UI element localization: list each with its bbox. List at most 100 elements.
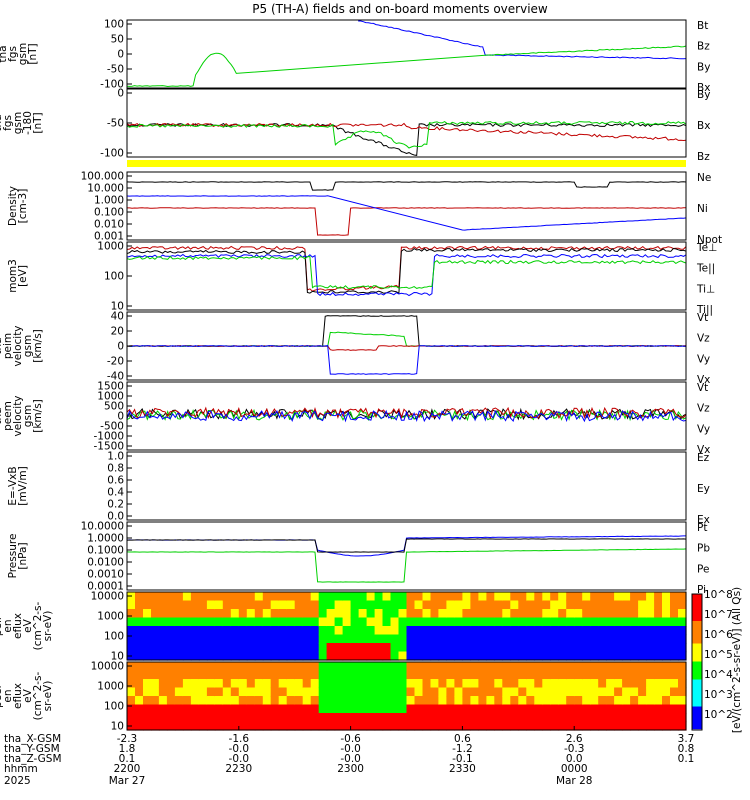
spectrogram-cell	[382, 670, 392, 680]
spectrogram-cell	[254, 687, 264, 697]
spectrogram-cell	[334, 721, 344, 731]
spectrogram-cell	[398, 704, 408, 714]
spectrogram-cell	[326, 670, 336, 680]
spectrogram-cell	[302, 670, 312, 680]
spectrogram-cell	[662, 626, 671, 636]
spectrogram-cell	[334, 600, 344, 610]
spectrogram-cell	[678, 721, 687, 731]
spectrogram-cell	[382, 687, 392, 697]
spectrogram-cell	[430, 721, 440, 731]
spectrogram-cell	[510, 651, 519, 661]
spectrogram-cell	[438, 643, 447, 653]
spectrogram-cell	[214, 609, 224, 619]
y-tick-label: 10	[111, 301, 124, 313]
spectrogram-cell	[406, 626, 416, 636]
spectrogram-cell	[446, 643, 455, 653]
spectrogram-cell	[494, 592, 503, 602]
spectrogram-cell	[310, 687, 320, 697]
spectrogram-cell	[214, 651, 224, 661]
colorbar-label: [eV/(cm^2-s-sr-eV)] (All Qs)	[731, 587, 743, 733]
legend-pb: Pb	[697, 543, 710, 555]
legend-bz: Bz	[697, 151, 710, 163]
spectrogram-cell	[630, 651, 639, 661]
spectrogram-cell	[286, 670, 296, 680]
spectrogram-cell	[143, 600, 152, 610]
spectrogram-cell	[454, 634, 463, 644]
spectrogram-cell	[166, 600, 176, 610]
spectrogram-cell	[398, 713, 408, 723]
spectrogram-cell	[606, 662, 615, 672]
panel-frame	[126, 521, 687, 591]
spectrogram-cell	[414, 687, 424, 697]
spectrogram-cell	[326, 651, 336, 661]
spectrogram-cell	[510, 721, 519, 731]
spectrogram-cell	[630, 634, 639, 644]
spectrogram-cell	[262, 696, 272, 706]
spectrogram-cell	[286, 600, 296, 610]
spectrogram-cell	[614, 679, 623, 689]
spectrogram-cell	[598, 704, 607, 714]
spectrogram-cell	[550, 626, 559, 636]
spectrogram-cell	[678, 704, 687, 714]
spectrogram-cell	[526, 634, 535, 644]
spectrogram-cell	[198, 704, 208, 714]
spectrogram-cell	[334, 626, 344, 636]
spectrogram-cell	[582, 696, 591, 706]
spectrogram-cell	[582, 643, 591, 653]
spectrogram-cell	[518, 651, 527, 661]
spectrogram-cell	[286, 643, 296, 653]
spectrogram-cell	[366, 704, 376, 714]
spectrogram-cell	[462, 592, 471, 602]
spectrogram-cell	[638, 679, 647, 689]
spectrogram-cell	[374, 696, 384, 706]
spectrogram-cell	[438, 634, 447, 644]
spectrogram-cell	[614, 713, 623, 723]
ylabel-line: Density	[7, 186, 19, 226]
ylabel-line: eflux	[12, 613, 24, 639]
spectrogram-cell	[358, 626, 368, 636]
spectrogram-cell	[438, 651, 447, 661]
spectrogram-cell	[278, 696, 288, 706]
spectrogram-cell	[470, 687, 479, 697]
spectrogram-cell	[462, 687, 471, 697]
spectrogram-cell	[158, 721, 168, 731]
spectrogram-cell	[622, 704, 631, 714]
spectrogram-cell	[398, 626, 408, 636]
spectrogram-cell	[318, 704, 328, 714]
spectrogram-cell	[302, 704, 312, 714]
y-tick-label: -1500	[93, 441, 124, 453]
spectrogram-cell	[406, 721, 416, 731]
spectrogram-cell	[270, 696, 280, 706]
spectrogram-cell	[278, 721, 288, 731]
spectrogram-cell	[318, 600, 328, 610]
series-line	[126, 245, 687, 292]
spectrogram-cell	[662, 651, 671, 661]
spectrogram-cell	[238, 617, 248, 627]
legend-bx: Bx	[697, 120, 710, 132]
legend-vz: Vz	[697, 403, 710, 415]
spectrogram-cell	[430, 662, 440, 672]
spectrogram-cell	[342, 626, 352, 636]
spectrogram-cell	[406, 713, 416, 723]
spectrogram-cell	[151, 600, 160, 610]
spectrogram-cell	[374, 617, 384, 627]
spectrogram-cell	[566, 704, 575, 714]
spectrogram-cell	[318, 651, 328, 661]
spectrogram-cell	[230, 626, 240, 636]
spectrogram-cell	[222, 670, 232, 680]
spectrogram-cell	[550, 704, 559, 714]
spectrogram-cell	[166, 713, 176, 723]
spectrogram-cell	[374, 609, 384, 619]
spectrogram-cell	[446, 704, 455, 714]
spectrogram-cell	[566, 721, 575, 731]
x-axis-value: Mar 27	[109, 775, 146, 787]
spectrogram-cell	[254, 704, 264, 714]
spectrogram-cell	[486, 704, 495, 714]
spectrogram-cell	[574, 670, 583, 680]
spectrogram-cell	[358, 600, 368, 610]
spectrogram-cell	[422, 617, 432, 627]
y-tick-label: 0.0100	[87, 557, 124, 569]
panel-frame	[126, 88, 687, 158]
spectrogram-cell	[286, 651, 296, 661]
